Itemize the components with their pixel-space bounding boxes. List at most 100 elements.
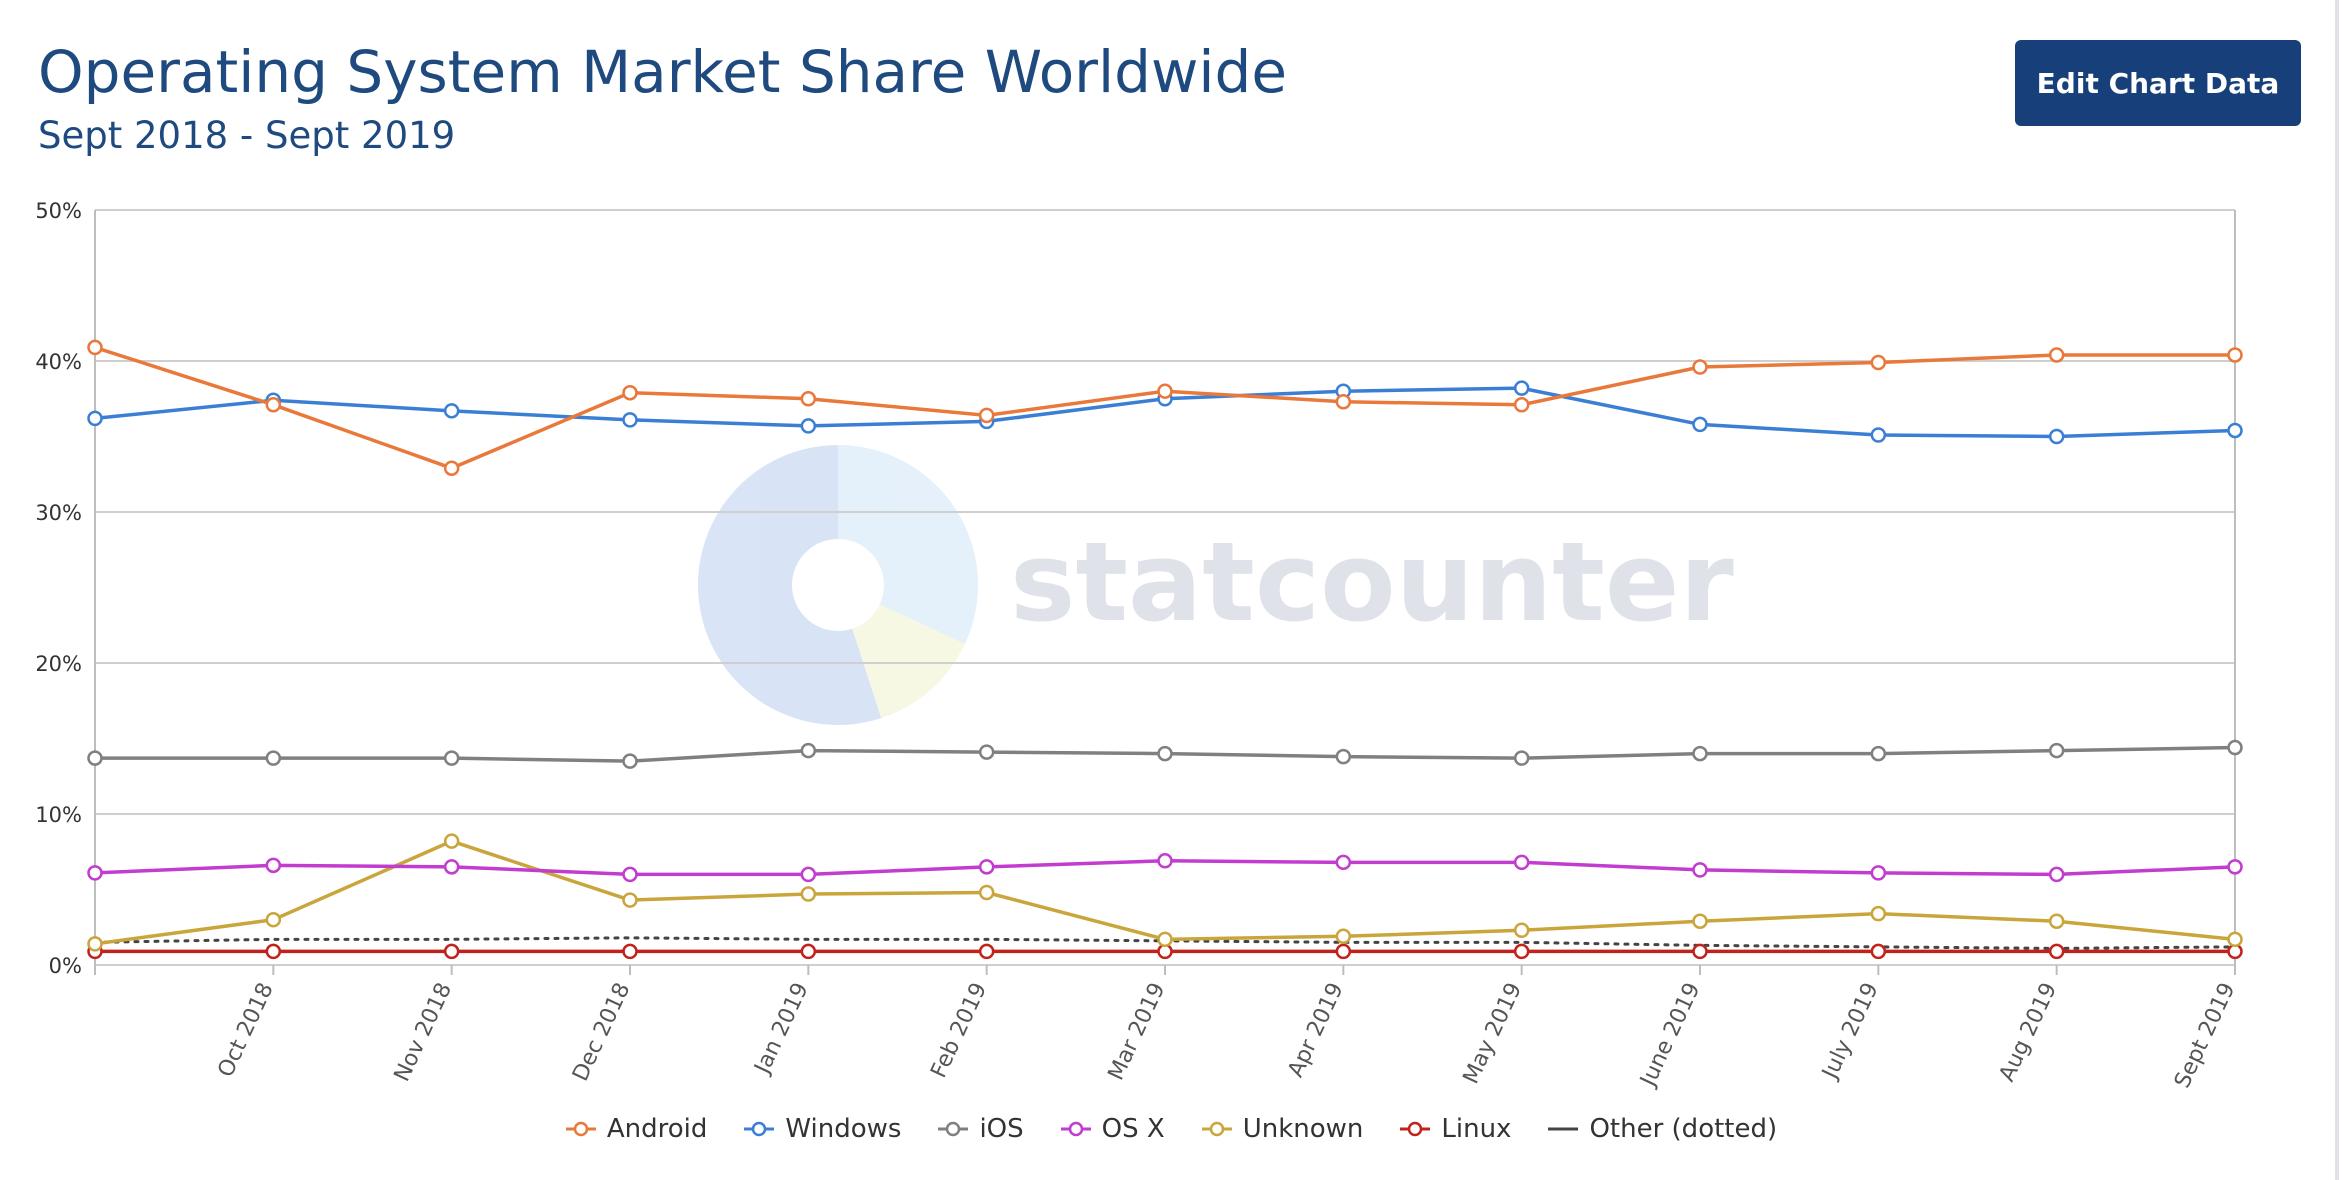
data-point-windows: [800, 418, 817, 434]
x-tick-label: May 2019: [1459, 979, 1527, 1088]
y-tick-label: 20%: [35, 652, 82, 676]
data-point-unknown: [87, 936, 103, 952]
legend-marker-os-x: [1060, 1121, 1091, 1137]
legend-marker-unknown: [1201, 1121, 1232, 1137]
x-tick-label: Oct 2018: [213, 979, 278, 1081]
data-point-ios: [1335, 748, 1352, 765]
legend-marker-dot: [1408, 1121, 1423, 1137]
data-point-ios: [1513, 750, 1530, 766]
x-tick-label: Mar 2019: [1104, 979, 1171, 1084]
legend-marker-ios: [938, 1121, 969, 1137]
data-point-windows: [1870, 427, 1887, 443]
y-tick-label: 0%: [49, 954, 82, 978]
data-point-ios: [2227, 739, 2243, 756]
data-point-linux: [1335, 943, 1352, 960]
data-point-ios: [622, 753, 638, 769]
data-point-windows: [2227, 422, 2243, 439]
data-point-ios: [978, 744, 995, 760]
legend-item-windows[interactable]: Windows: [743, 1114, 901, 1144]
data-point-linux: [1692, 943, 1708, 960]
data-point-os-x: [1157, 853, 1173, 869]
data-point-unknown: [265, 911, 282, 928]
x-tick-label: Nov 2018: [390, 979, 457, 1086]
legend-marker-dot: [752, 1121, 767, 1137]
statcounter-watermark: statcounter: [697, 445, 1734, 725]
x-tick-label: Feb 2019: [926, 979, 992, 1082]
legend-marker-dot: [946, 1121, 961, 1137]
data-point-windows: [443, 403, 460, 419]
legend-label: Windows: [785, 1114, 902, 1144]
data-point-unknown: [2227, 931, 2243, 948]
data-point-os-x: [265, 857, 282, 874]
x-tick-label: Jan 2019: [749, 979, 813, 1079]
data-point-android: [1513, 397, 1530, 413]
data-point-android: [87, 339, 103, 356]
data-point-android: [2048, 347, 2065, 363]
data-point-unknown: [1692, 913, 1708, 929]
y-tick-label: 10%: [35, 803, 82, 827]
data-point-os-x: [1870, 865, 1887, 881]
data-point-unknown: [800, 886, 817, 902]
data-point-unknown: [622, 892, 638, 908]
data-point-os-x: [978, 859, 995, 875]
legend-marker-linux: [1400, 1121, 1431, 1137]
watermark-hole: [792, 539, 884, 631]
data-point-android: [1692, 359, 1708, 375]
x-tick-label: July 2019: [1817, 979, 1884, 1084]
data-point-ios: [1870, 745, 1887, 762]
legend-marker-dot: [1068, 1121, 1083, 1137]
x-tick-label: Apr 2019: [1283, 979, 1348, 1081]
page-right-border: [2335, 0, 2339, 1180]
data-point-linux: [1513, 943, 1530, 960]
data-point-android: [978, 407, 995, 424]
data-point-unknown: [1870, 905, 1887, 922]
legend-item-android[interactable]: Android: [565, 1114, 708, 1144]
data-point-android: [1157, 383, 1173, 399]
legend-marker-android: [565, 1121, 596, 1137]
legend-item-linux[interactable]: Linux: [1399, 1114, 1511, 1144]
data-point-os-x: [622, 866, 638, 883]
y-tick-label: 30%: [35, 501, 82, 525]
x-tick-label: Sept 2019: [2170, 979, 2240, 1092]
legend-item-os-x[interactable]: OS X: [1060, 1114, 1165, 1144]
data-point-android: [800, 391, 817, 407]
data-point-os-x: [443, 859, 460, 875]
legend-label: Linux: [1441, 1114, 1512, 1144]
data-point-os-x: [1692, 862, 1708, 878]
x-tick-label: Aug 2019: [1995, 979, 2062, 1086]
data-point-linux: [800, 943, 817, 960]
data-point-linux: [443, 943, 460, 960]
legend-item-unknown[interactable]: Unknown: [1201, 1114, 1364, 1144]
data-point-os-x: [1513, 854, 1530, 871]
data-point-os-x: [87, 865, 103, 881]
chart-title: Operating System Market Share Worldwide: [38, 38, 1288, 106]
data-point-windows: [622, 412, 638, 428]
chart-legend: Android Windows iOS OS X Unknown Linux Other (…: [0, 1108, 2342, 1150]
edit-chart-data-button[interactable]: Edit Chart Data: [2015, 40, 2301, 126]
data-point-ios: [443, 750, 460, 766]
y-tick-label: 50%: [35, 199, 82, 223]
legend-marker-dot: [573, 1121, 589, 1137]
legend-marker-other-dotted: [1548, 1127, 1579, 1131]
data-point-os-x: [1335, 854, 1352, 871]
x-tick-label: Dec 2018: [568, 979, 635, 1085]
data-point-android: [2227, 347, 2243, 363]
y-tick-label: 40%: [35, 350, 82, 374]
legend-label: Android: [606, 1114, 708, 1144]
watermark-text: statcounter: [1010, 518, 1734, 646]
data-point-ios: [87, 750, 103, 766]
legend-item-ios[interactable]: iOS: [937, 1114, 1024, 1144]
legend-marker-windows: [744, 1121, 775, 1137]
legend-label: iOS: [979, 1114, 1024, 1144]
watermark-wedge-dark-blue: [697, 445, 882, 725]
data-point-linux: [1870, 943, 1887, 960]
data-point-unknown: [1513, 922, 1530, 939]
data-point-os-x: [800, 866, 817, 883]
data-point-os-x: [2227, 859, 2243, 875]
data-point-unknown: [443, 833, 460, 849]
legend-item-other-dotted[interactable]: Other (dotted): [1547, 1114, 1777, 1144]
chart-subtitle: Sept 2018 - Sept 2019: [38, 114, 456, 157]
data-point-ios: [800, 742, 817, 759]
legend-label: Unknown: [1242, 1114, 1364, 1144]
